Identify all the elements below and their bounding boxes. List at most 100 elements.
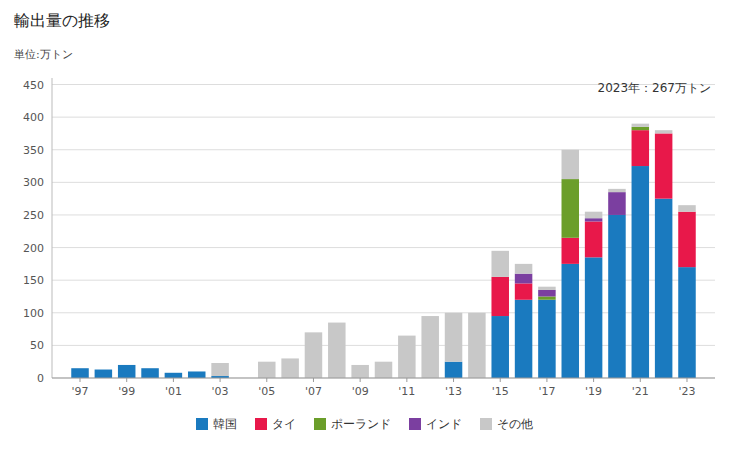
legend-label: タイ [272,417,296,431]
bar [305,332,323,378]
bars [71,124,695,378]
legend-label: 韓国 [213,417,237,431]
bar [165,372,183,373]
bar [655,199,673,378]
bar [165,373,183,378]
x-tick [406,378,407,382]
bar [538,300,556,378]
bar [632,127,650,130]
bar [515,264,533,274]
x-axis-line [52,378,715,379]
legend-swatch [480,418,492,430]
x-tick-label: '97 [71,385,88,398]
bar [165,372,183,373]
bar [678,267,696,378]
bar [608,192,626,215]
bar [678,205,696,212]
legend-swatch [255,418,267,430]
bar [71,368,89,369]
x-tick [173,378,174,382]
series [538,127,649,300]
bar [211,363,229,376]
bar [585,257,603,378]
bar [141,368,159,378]
bar [95,370,113,378]
bar [118,364,136,365]
y-tick-label: 450 [23,79,44,92]
grid-line [52,378,715,379]
bar [118,365,136,378]
bar [188,371,206,372]
bar [118,364,136,365]
bar [351,365,369,378]
grid-line [52,182,715,183]
series [71,166,695,378]
unit-label: 単位:万トン [14,48,73,61]
x-tick-label: '01 [165,385,182,398]
series [515,192,626,296]
bar [562,150,580,179]
bar [585,221,603,257]
y-tick-label: 50 [30,339,44,352]
bar [562,179,580,238]
x-tick-label: '23 [678,385,695,398]
bar [538,296,556,299]
legend: 韓国 タイ ポーランド インド その他 [196,417,533,431]
x-tick-label: '13 [445,385,462,398]
bar [71,368,89,369]
bar [655,130,673,133]
bar [141,368,159,369]
bar [188,371,206,378]
bar [632,130,650,166]
x-tick-label: '11 [398,385,415,398]
series [211,124,695,378]
bar [538,290,556,297]
background [0,0,729,450]
bar [562,264,580,378]
bar [608,215,626,378]
bar [141,368,159,369]
title: 輸出量の推移 [14,11,110,30]
bar [421,316,439,378]
x-tick-label: '17 [538,385,555,398]
bar [71,368,89,378]
x-tick [313,378,314,382]
bar [95,369,113,370]
bar [328,323,346,378]
bar [608,189,626,192]
x-tick-label: '19 [585,385,602,398]
bar [632,124,650,127]
x-tick [686,378,687,382]
x-tick [126,378,127,382]
y-tick-label: 350 [23,144,44,157]
x-tick [453,378,454,382]
x-tick-label: '07 [305,385,322,398]
series [491,130,695,316]
legend-label: ポーランド [331,417,391,431]
bar [491,251,509,277]
x-tick [80,378,81,382]
bar [141,368,159,369]
y-grid [52,85,715,378]
bar [118,364,136,365]
bar [491,316,509,378]
x-tick [266,378,267,382]
x-tick [640,378,641,382]
bar [585,218,603,221]
x-tick [546,378,547,382]
bar [258,362,276,378]
legend-label: インド [426,417,462,431]
bar [95,369,113,370]
bar [632,166,650,378]
bar [398,336,416,378]
bar [678,212,696,267]
x-tick-label: '99 [118,385,135,398]
bar [165,372,183,373]
x-tick [593,378,594,382]
legend-swatch [409,418,421,430]
grid-line [52,117,715,118]
bar [281,358,299,378]
x-tick-label: '09 [352,385,369,398]
legend-label: その他 [497,417,533,431]
chart: 輸出量の推移単位:万トン050100150200250300350400450'… [0,0,729,450]
